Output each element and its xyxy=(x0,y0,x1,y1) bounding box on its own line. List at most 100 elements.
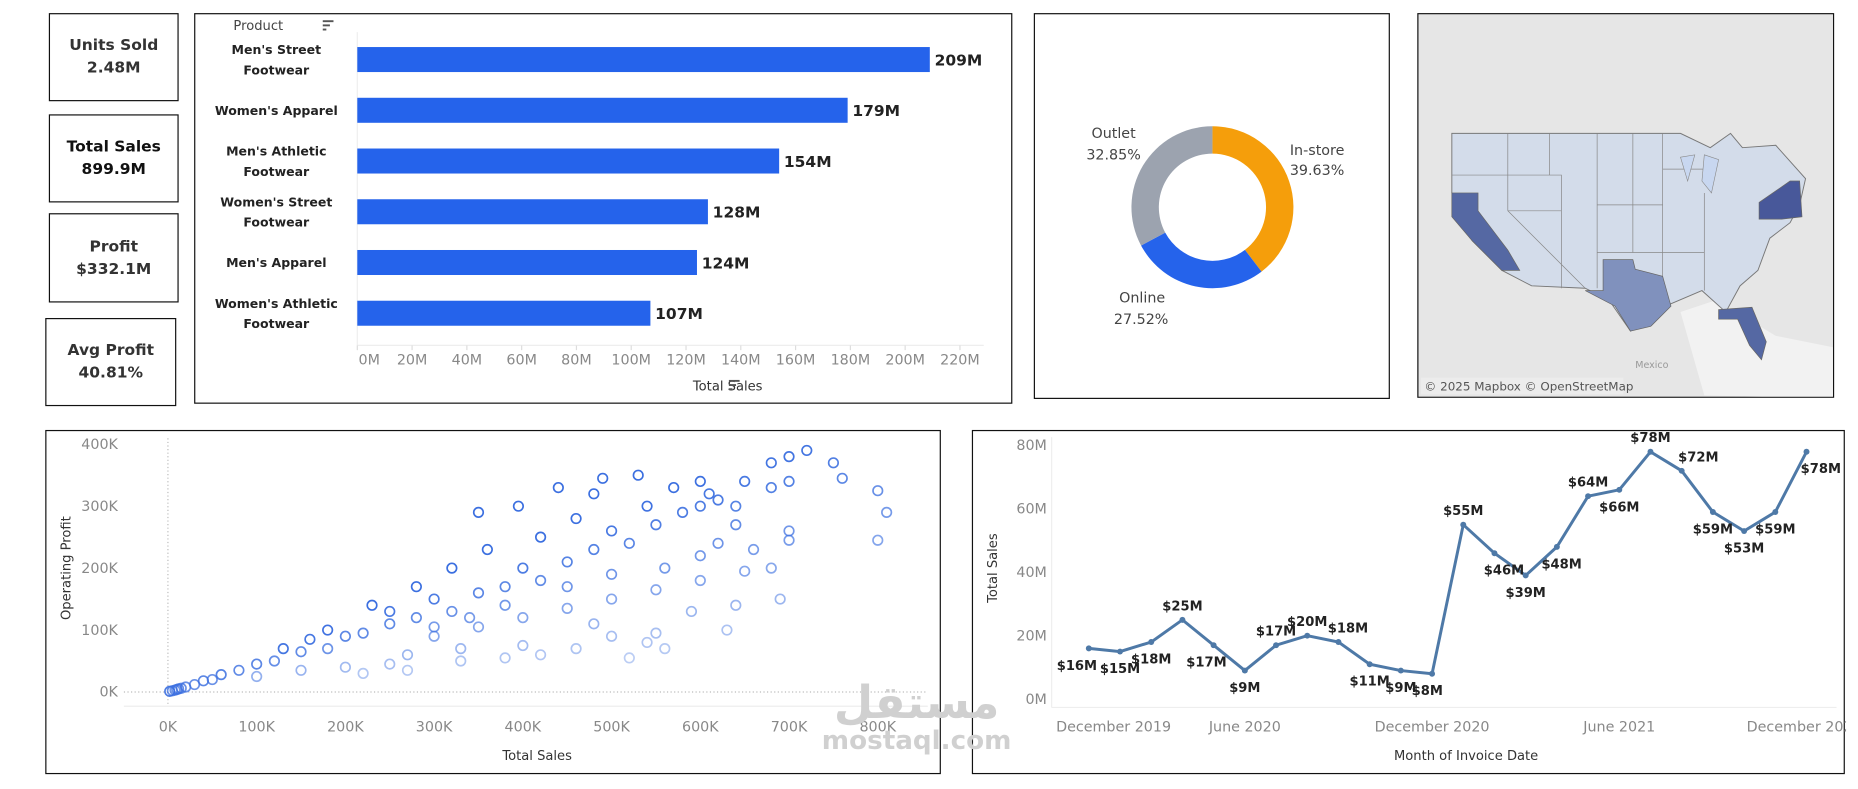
scatter-point xyxy=(650,627,662,639)
x-tick-label: 200K xyxy=(327,719,364,735)
map-region-us[interactable] xyxy=(1451,132,1807,332)
scatter-point xyxy=(251,670,263,683)
scatter-point xyxy=(215,669,227,681)
scatter-point xyxy=(703,488,715,500)
sort-descending-icon[interactable] xyxy=(322,20,334,31)
kpi-profit: Profit $332.1M xyxy=(48,213,179,303)
scatter-point xyxy=(197,675,210,687)
data-point xyxy=(1709,509,1716,516)
x-tick-label: December 2020 xyxy=(1375,719,1490,735)
map-state-texas[interactable] xyxy=(1585,259,1672,332)
scatter-point xyxy=(322,643,334,655)
sales-channel-donut-chart: In-store 39.63% Online 27.52% Outlet 32.… xyxy=(1033,13,1390,399)
scatter-point xyxy=(410,612,422,624)
map-attribution[interactable]: © 2025 Mapbox © OpenStreetMap xyxy=(1424,380,1633,394)
y-tick-label: 300K xyxy=(81,499,118,515)
kpi-label: Avg Profit xyxy=(67,341,155,360)
sort-descending-icon[interactable] xyxy=(728,379,740,391)
x-tick-label: 120M xyxy=(666,352,706,368)
scatter-point xyxy=(561,581,573,593)
scatter-point xyxy=(499,599,511,611)
x-tick-label: 140M xyxy=(721,352,761,368)
scatter-point xyxy=(472,621,485,633)
scatter-point xyxy=(534,649,547,661)
y-tick-label: 200K xyxy=(81,561,118,577)
slice-label-online: Online xyxy=(1119,291,1165,307)
map-state-new-york[interactable] xyxy=(1758,180,1803,220)
data-point xyxy=(1179,616,1186,623)
scatter-point xyxy=(570,512,582,525)
x-tick-label: 0K xyxy=(159,719,178,735)
scatter-point xyxy=(872,485,884,497)
scatter-point xyxy=(517,639,529,652)
y-tick-label: 100K xyxy=(81,623,118,639)
x-tick-label: 20M xyxy=(397,352,428,368)
map-state-florida[interactable] xyxy=(1718,306,1767,361)
bar xyxy=(357,199,708,225)
sales-line xyxy=(1088,449,1808,676)
data-label: $15M xyxy=(1100,662,1140,677)
product-sales-bar-chart: Product 209M Men's Street Footwear 179M Wome… xyxy=(194,13,1013,404)
map-label-mexico: Mexico xyxy=(1635,360,1668,371)
scatter-point xyxy=(384,618,396,630)
bar-data-label: 107M xyxy=(655,305,703,323)
data-label: $11M xyxy=(1349,675,1389,690)
map-state-california[interactable] xyxy=(1451,192,1521,271)
data-point xyxy=(1616,486,1623,493)
slice-pct-in-store: 39.63% xyxy=(1290,163,1344,179)
scatter-point xyxy=(721,624,733,636)
sales-by-state-map[interactable]: Mexico © 2025 Mapbox © OpenStreetMap xyxy=(1417,13,1835,398)
row-header-product[interactable]: Product xyxy=(233,19,283,34)
slice-pct-outlet: 32.85% xyxy=(1086,148,1140,164)
scatter-point xyxy=(694,550,706,562)
data-label: $18M xyxy=(1328,622,1368,637)
x-tick-label: 40M xyxy=(452,352,483,368)
data-point xyxy=(1585,493,1592,500)
scatter-point xyxy=(410,581,422,593)
bar xyxy=(357,97,848,123)
kpi-label: Profit xyxy=(89,237,138,256)
scatter-point xyxy=(472,506,485,518)
scatter-point xyxy=(517,562,529,574)
scatter-point xyxy=(783,451,795,463)
scatter-point xyxy=(428,621,440,633)
scatter-point xyxy=(605,630,618,642)
scatter-point xyxy=(597,472,609,484)
scatter-point xyxy=(774,593,786,605)
kpi-value: $332.1M xyxy=(76,260,152,279)
data-point xyxy=(1304,632,1311,639)
sales-vs-profit-scatter: 0K 100K 200K 300K 400K 0K 100K 200K 300K 400K 500K… xyxy=(45,429,941,775)
scatter-point xyxy=(534,531,547,543)
scatter-point xyxy=(641,636,653,649)
scatter-point xyxy=(561,556,573,568)
slice-pct-online: 27.52% xyxy=(1114,312,1168,328)
data-label: $39M xyxy=(1505,586,1545,601)
scatter-point xyxy=(357,667,369,679)
scatter-point xyxy=(517,612,529,624)
kpi-label: Units Sold xyxy=(69,36,159,55)
scatter-point xyxy=(623,652,635,664)
bar-data-label: 124M xyxy=(702,254,750,272)
y-tick-label: 80M xyxy=(1016,438,1047,454)
scatter-point xyxy=(641,500,653,512)
data-point xyxy=(1491,550,1498,557)
category-label: Women's Street xyxy=(220,194,332,209)
data-point xyxy=(1210,642,1217,649)
data-label: $20M xyxy=(1287,615,1327,630)
us-map-svg[interactable]: Mexico © 2025 Mapbox © OpenStreetMap xyxy=(1418,14,1834,398)
data-label: $78M xyxy=(1630,431,1670,446)
category-label: Women's Athletic xyxy=(215,296,338,311)
scatter-point xyxy=(206,673,218,686)
data-label: $9M xyxy=(1385,681,1416,696)
slice-label-outlet: Outlet xyxy=(1091,126,1136,142)
x-tick-label: 100K xyxy=(238,719,275,735)
scatter-point xyxy=(570,643,582,655)
bar xyxy=(357,249,697,276)
scatter-point xyxy=(801,444,813,457)
data-label: $8M xyxy=(1412,684,1443,699)
scatter-point xyxy=(384,605,396,618)
scatter-point xyxy=(783,525,795,537)
x-tick-label: 600K xyxy=(682,719,719,735)
x-tick-label: 100M xyxy=(611,352,651,368)
scatter-point xyxy=(650,519,662,531)
